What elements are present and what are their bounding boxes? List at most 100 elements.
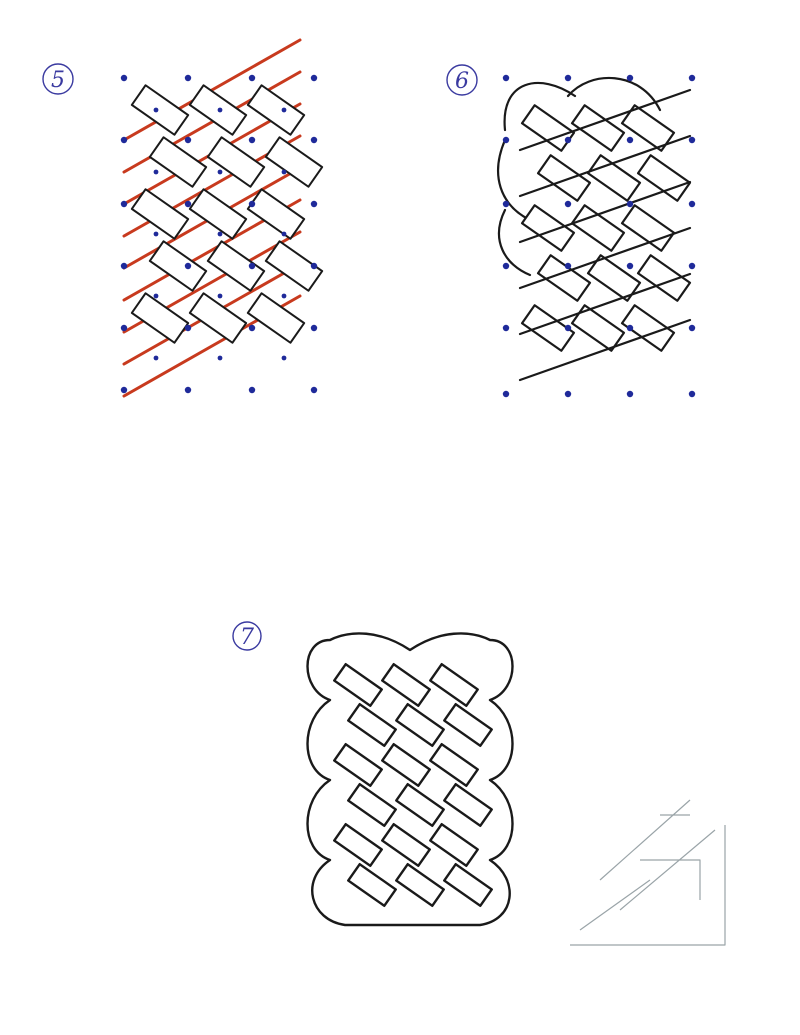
band-segment bbox=[206, 136, 266, 188]
band-segment bbox=[395, 782, 445, 828]
grid-dot bbox=[153, 169, 159, 175]
band-segment bbox=[130, 188, 190, 240]
grid-dot bbox=[688, 200, 696, 208]
band-edge bbox=[518, 272, 692, 336]
band-segment bbox=[188, 188, 248, 240]
grid-dot bbox=[217, 231, 223, 237]
step-6-panel: 6 bbox=[446, 64, 696, 398]
band-segment bbox=[636, 254, 692, 302]
grid-dot bbox=[281, 107, 287, 113]
grid-dot bbox=[248, 324, 256, 332]
grid-dot bbox=[688, 390, 696, 398]
grid-dot bbox=[281, 169, 287, 175]
step-5-panel: 5 bbox=[42, 38, 324, 398]
grid-dot bbox=[184, 136, 192, 144]
grid-dot bbox=[281, 355, 287, 361]
step-6-number: 6 bbox=[455, 69, 469, 94]
grid-dot bbox=[217, 107, 223, 113]
band-segment bbox=[246, 84, 306, 136]
step-7-label: 7 bbox=[232, 621, 262, 651]
left-loop bbox=[497, 138, 532, 277]
band-segment bbox=[148, 240, 208, 292]
grid-dot bbox=[564, 324, 572, 332]
band-segment bbox=[443, 782, 493, 828]
grid-dot bbox=[120, 136, 128, 144]
band-segment bbox=[188, 292, 248, 344]
grid-dot bbox=[564, 200, 572, 208]
grid-dot bbox=[502, 74, 510, 82]
grid-dot bbox=[120, 386, 128, 394]
band-segment bbox=[148, 136, 208, 188]
band-segment bbox=[429, 822, 479, 868]
band-edge bbox=[518, 134, 692, 198]
step-6-label: 6 bbox=[446, 64, 478, 96]
grid-dot bbox=[626, 200, 634, 208]
grid-dot bbox=[248, 74, 256, 82]
grid-dot bbox=[688, 324, 696, 332]
grid-dot bbox=[120, 324, 128, 332]
grid-dot bbox=[153, 231, 159, 237]
band-segment bbox=[520, 304, 576, 352]
band-segment bbox=[536, 254, 592, 302]
grid-dot bbox=[153, 293, 159, 299]
grid-dot bbox=[184, 386, 192, 394]
grid-dot bbox=[248, 386, 256, 394]
grid-dot bbox=[502, 136, 510, 144]
band-segment bbox=[264, 136, 324, 188]
band-segment bbox=[381, 822, 431, 868]
band-segment bbox=[636, 154, 692, 202]
grid-dot bbox=[217, 169, 223, 175]
band-segment bbox=[381, 662, 431, 708]
band-segment bbox=[429, 662, 479, 708]
band-segment bbox=[246, 292, 306, 344]
grid-dots bbox=[502, 74, 696, 398]
grid-dot bbox=[184, 74, 192, 82]
step-7-panel: 7 bbox=[232, 621, 726, 946]
grid-dot bbox=[120, 200, 128, 208]
grid-dot bbox=[281, 293, 287, 299]
band-segment bbox=[570, 104, 626, 152]
band-segment bbox=[264, 240, 324, 292]
grid-dot bbox=[310, 262, 318, 270]
grid-dot bbox=[120, 262, 128, 270]
grid-dot bbox=[564, 136, 572, 144]
band-segment bbox=[395, 702, 445, 748]
band-edge bbox=[518, 226, 692, 290]
grid-dot bbox=[688, 136, 696, 144]
grid-dot bbox=[310, 136, 318, 144]
grid-dot bbox=[626, 136, 634, 144]
band-segment bbox=[347, 782, 397, 828]
grid-dot bbox=[502, 262, 510, 270]
grid-dot bbox=[626, 324, 634, 332]
grid-dot bbox=[248, 136, 256, 144]
band-edge bbox=[518, 180, 692, 244]
grid-dot bbox=[502, 324, 510, 332]
band-segment bbox=[443, 862, 493, 908]
grid-dot bbox=[248, 262, 256, 270]
grid-dot bbox=[217, 293, 223, 299]
band-segment bbox=[347, 702, 397, 748]
top-loop bbox=[503, 76, 662, 132]
grid-dot bbox=[217, 355, 223, 361]
grid-dot bbox=[502, 200, 510, 208]
band-edge bbox=[518, 88, 692, 152]
step-5-number: 5 bbox=[51, 68, 65, 93]
grid-dot bbox=[184, 262, 192, 270]
band-segment bbox=[586, 254, 642, 302]
grid-dot bbox=[688, 74, 696, 82]
grid-dot bbox=[153, 355, 159, 361]
grid-dot bbox=[184, 324, 192, 332]
grid-dot bbox=[281, 231, 287, 237]
band-segment bbox=[130, 84, 190, 136]
grid-dot bbox=[564, 262, 572, 270]
finished-celtic-knot bbox=[306, 632, 514, 927]
band-segment bbox=[570, 204, 626, 252]
pencil-sketch-corner bbox=[570, 799, 726, 946]
grid-dot bbox=[120, 74, 128, 82]
grid-dot bbox=[310, 200, 318, 208]
grid-dot bbox=[310, 386, 318, 394]
grid-dot bbox=[564, 390, 572, 398]
pencil-lines bbox=[570, 799, 726, 946]
band-segment bbox=[206, 240, 266, 292]
